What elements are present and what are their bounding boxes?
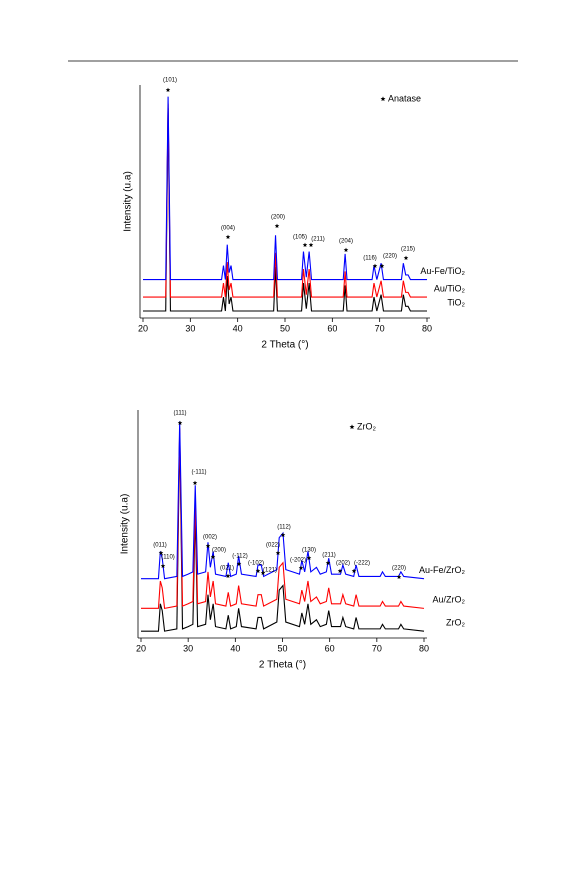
legend-marker bbox=[380, 96, 386, 102]
peak-marker bbox=[298, 565, 304, 570]
peak-marker bbox=[308, 242, 314, 247]
peak-label: (002) bbox=[203, 535, 217, 541]
peak-label: (202) bbox=[336, 561, 350, 567]
x-tick-label: 70 bbox=[372, 643, 382, 653]
peak-label: (121) bbox=[263, 568, 277, 574]
x-tick-label: 50 bbox=[280, 323, 290, 333]
peak-label: (211) bbox=[311, 237, 325, 243]
peak-label: (112) bbox=[277, 525, 291, 531]
pattern-line bbox=[143, 96, 427, 281]
peak-marker bbox=[302, 242, 308, 247]
peak-label: (-111) bbox=[191, 470, 206, 476]
peak-marker bbox=[403, 255, 409, 260]
series-label: Au-Fe/TiO₂ bbox=[420, 266, 465, 276]
peak-marker bbox=[274, 223, 280, 228]
peak-marker bbox=[275, 550, 281, 555]
peak-marker bbox=[325, 560, 331, 565]
peak-label: (204) bbox=[339, 239, 353, 245]
peak-label: (101) bbox=[163, 78, 177, 84]
x-tick-label: 60 bbox=[325, 643, 335, 653]
x-tick-label: 80 bbox=[419, 643, 429, 653]
peak-marker bbox=[306, 555, 312, 560]
x-tick-label: 80 bbox=[422, 323, 432, 333]
pattern-line bbox=[141, 428, 425, 610]
peak-marker bbox=[210, 554, 216, 559]
peak-label: (220) bbox=[383, 254, 397, 260]
peak-marker bbox=[260, 570, 266, 575]
peak-label: (116) bbox=[363, 256, 377, 262]
peak-label: (110) bbox=[161, 555, 175, 561]
peak-label: (-202) bbox=[290, 558, 306, 564]
legend-marker bbox=[349, 424, 355, 430]
peak-marker bbox=[225, 234, 231, 239]
x-tick-label: 70 bbox=[375, 323, 385, 333]
peak-label: (215) bbox=[401, 247, 415, 253]
peak-label: (-102) bbox=[248, 561, 264, 567]
x-tick-label: 30 bbox=[183, 643, 193, 653]
peak-marker bbox=[372, 263, 378, 268]
peak-label: (211) bbox=[322, 553, 336, 559]
series-label: ZrO₂ bbox=[446, 618, 465, 628]
peak-marker bbox=[396, 574, 402, 579]
peak-marker bbox=[236, 561, 242, 566]
peak-label: (004) bbox=[221, 226, 235, 232]
y-axis-title: Intensity (u.a) bbox=[123, 171, 134, 232]
pattern-line bbox=[141, 432, 425, 632]
peak-marker bbox=[165, 87, 171, 92]
legend-label: Anatase bbox=[388, 93, 421, 103]
peak-label: (105) bbox=[293, 235, 307, 241]
peak-marker bbox=[343, 247, 349, 252]
peak-marker bbox=[280, 532, 286, 537]
legend-label: ZrO₂ bbox=[357, 421, 376, 431]
y-axis-title: Intensity (u.a) bbox=[120, 494, 131, 555]
peak-marker bbox=[255, 568, 261, 573]
peak-marker bbox=[379, 263, 385, 268]
peak-marker bbox=[351, 568, 357, 573]
peak-marker bbox=[160, 563, 166, 568]
peak-label: (111) bbox=[173, 411, 186, 417]
peak-label: (-222) bbox=[354, 561, 370, 567]
pattern-line bbox=[143, 103, 427, 298]
pattern-line bbox=[141, 421, 425, 580]
peak-label: (011) bbox=[153, 543, 167, 549]
x-tick-label: 40 bbox=[230, 643, 240, 653]
peak-label: (220) bbox=[392, 566, 406, 572]
peak-label: (200) bbox=[271, 215, 285, 221]
pattern-line bbox=[143, 108, 427, 312]
peak-label: (022) bbox=[266, 543, 280, 549]
peak-label: (200) bbox=[212, 548, 226, 554]
peak-label: (021) bbox=[220, 566, 234, 572]
x-tick-label: 60 bbox=[327, 323, 337, 333]
peak-marker bbox=[158, 550, 164, 555]
peak-label: (-112) bbox=[232, 554, 248, 560]
x-tick-label: 20 bbox=[138, 323, 148, 333]
series-label: Au/TiO₂ bbox=[434, 283, 466, 293]
peak-marker bbox=[225, 573, 231, 578]
x-tick-label: 50 bbox=[277, 643, 287, 653]
x-axis-title: 2 Theta (°) bbox=[259, 660, 306, 671]
peak-marker bbox=[177, 420, 183, 425]
peak-label: (130) bbox=[302, 548, 316, 554]
series-label: TiO₂ bbox=[447, 297, 465, 307]
x-tick-label: 30 bbox=[185, 323, 195, 333]
peak-marker bbox=[192, 480, 198, 485]
series-label: Au-Fe/ZrO₂ bbox=[419, 565, 466, 575]
x-axis-title: 2 Theta (°) bbox=[261, 340, 308, 351]
peak-marker bbox=[205, 543, 211, 548]
x-tick-label: 40 bbox=[233, 323, 243, 333]
peak-marker bbox=[337, 568, 343, 573]
series-label: Au/ZrO₂ bbox=[433, 595, 466, 605]
x-tick-label: 20 bbox=[136, 643, 146, 653]
